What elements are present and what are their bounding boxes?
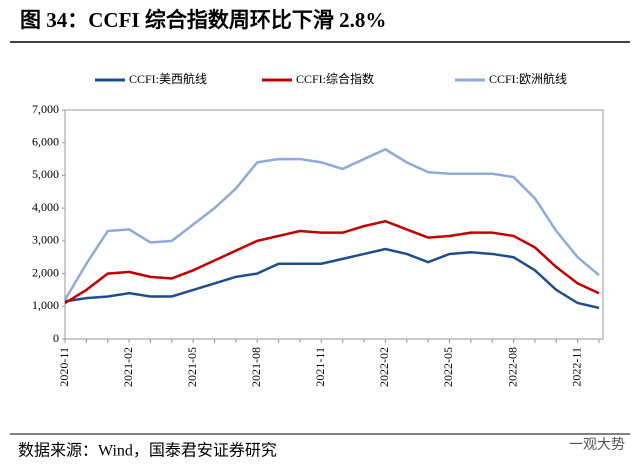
series-line: [64, 247, 600, 310]
x-tick-label: 2020-11: [57, 347, 71, 387]
x-tick-label: 2021-02: [121, 347, 135, 387]
x-tick-label: 2022-02: [377, 347, 391, 387]
x-tick-label: 2022-11: [569, 347, 583, 387]
y-tick-label: 7,000: [32, 102, 59, 116]
series-line: [64, 219, 600, 305]
legend-label: CCFI:综合指数: [296, 71, 374, 86]
series-line: [63, 147, 600, 301]
y-tick-label: 4,000: [32, 200, 59, 214]
x-tick-label: 2021-08: [249, 347, 263, 387]
x-tick-label: 2022-08: [505, 347, 519, 387]
source: 数据来源：Wind，国泰君安证券研究: [18, 442, 277, 460]
y-tick-label: 6,000: [32, 134, 59, 148]
y-tick-label: 0: [53, 331, 59, 345]
chart-title: 图 34：CCFI 综合指数周环比下滑 2.8%: [20, 8, 386, 32]
y-tick-label: 1,000: [32, 298, 59, 312]
x-tick-label: 2021-05: [185, 347, 199, 387]
y-tick-label: 2,000: [32, 265, 59, 279]
watermark: 一观大势: [569, 437, 625, 453]
x-tick-label: 2021-11: [313, 347, 327, 387]
y-tick-label: 3,000: [32, 233, 59, 247]
legend-label: CCFI:欧洲航线: [489, 71, 567, 86]
x-tick-label: 2022-05: [441, 347, 455, 387]
y-tick-label: 5,000: [32, 167, 59, 181]
plot-border: [64, 109, 604, 340]
legend-label: CCFI:美西航线: [129, 71, 207, 86]
